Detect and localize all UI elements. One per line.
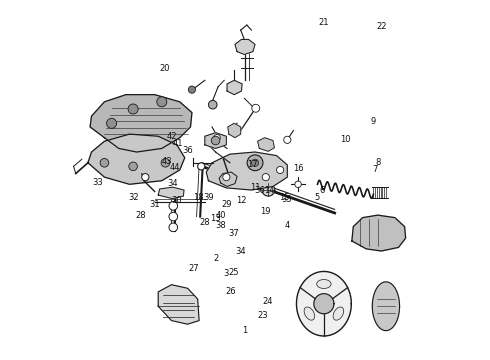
Polygon shape	[258, 138, 274, 151]
Circle shape	[252, 104, 260, 112]
Text: 24: 24	[262, 297, 272, 306]
Circle shape	[247, 155, 263, 171]
Text: 10: 10	[340, 135, 351, 144]
Text: 37: 37	[228, 229, 239, 238]
Circle shape	[262, 174, 270, 181]
Text: 2: 2	[213, 254, 218, 263]
Circle shape	[100, 158, 109, 167]
Polygon shape	[90, 95, 192, 152]
Circle shape	[197, 163, 205, 170]
Text: 8: 8	[376, 158, 381, 167]
Polygon shape	[227, 80, 242, 95]
Text: 21: 21	[318, 18, 329, 27]
Text: 13: 13	[210, 214, 221, 223]
Text: 5: 5	[314, 193, 319, 202]
Circle shape	[295, 181, 301, 188]
Text: 39: 39	[203, 193, 214, 202]
Polygon shape	[228, 123, 241, 138]
Text: 25: 25	[228, 268, 239, 277]
Text: 18: 18	[193, 193, 204, 202]
Circle shape	[214, 134, 220, 141]
Circle shape	[223, 174, 230, 181]
Text: 42: 42	[166, 132, 177, 141]
Text: 29: 29	[222, 200, 232, 209]
Text: 26: 26	[225, 287, 236, 296]
Text: 32: 32	[128, 193, 139, 202]
Polygon shape	[235, 40, 255, 54]
Text: 4: 4	[285, 221, 290, 230]
Circle shape	[211, 136, 220, 145]
Text: 36: 36	[182, 146, 193, 155]
Polygon shape	[205, 133, 226, 148]
Text: 17: 17	[247, 161, 257, 170]
Text: 15: 15	[279, 193, 290, 202]
Text: 31: 31	[149, 200, 160, 209]
Polygon shape	[352, 215, 406, 251]
Text: 20: 20	[159, 64, 170, 73]
Circle shape	[169, 202, 177, 210]
Text: 19: 19	[261, 207, 271, 216]
Text: 7: 7	[372, 166, 377, 175]
Text: 3: 3	[223, 269, 229, 278]
Text: 1: 1	[242, 326, 247, 335]
Circle shape	[128, 104, 138, 114]
Polygon shape	[372, 282, 399, 330]
Circle shape	[142, 174, 149, 181]
Text: 28: 28	[135, 211, 146, 220]
Text: 12: 12	[236, 196, 246, 205]
Ellipse shape	[333, 307, 343, 320]
Polygon shape	[219, 172, 237, 186]
Polygon shape	[314, 294, 334, 314]
Text: 38: 38	[215, 221, 226, 230]
Circle shape	[284, 136, 291, 143]
Ellipse shape	[304, 307, 315, 320]
Text: 6: 6	[319, 185, 325, 194]
Circle shape	[188, 86, 196, 93]
Text: 27: 27	[189, 265, 199, 274]
Circle shape	[157, 97, 167, 107]
Circle shape	[262, 183, 275, 196]
Circle shape	[129, 162, 137, 171]
Text: 16: 16	[294, 164, 304, 173]
Circle shape	[161, 158, 170, 167]
Circle shape	[276, 166, 284, 174]
Polygon shape	[158, 285, 199, 324]
Polygon shape	[158, 187, 184, 199]
Text: 35: 35	[281, 195, 292, 204]
Circle shape	[107, 118, 117, 129]
Circle shape	[169, 212, 177, 221]
Text: 30: 30	[172, 196, 182, 205]
Text: 40: 40	[216, 211, 226, 220]
Text: 34: 34	[167, 179, 178, 188]
Text: 22: 22	[377, 22, 387, 31]
Polygon shape	[206, 152, 287, 190]
Text: 43: 43	[162, 157, 172, 166]
Circle shape	[169, 223, 177, 231]
Ellipse shape	[317, 279, 331, 288]
Text: 11: 11	[250, 183, 260, 192]
Text: 23: 23	[257, 311, 268, 320]
Text: 33: 33	[92, 178, 102, 187]
Circle shape	[208, 100, 217, 109]
Text: 44: 44	[170, 163, 180, 172]
Text: 34: 34	[235, 247, 246, 256]
Text: 14: 14	[264, 186, 274, 195]
Text: 28: 28	[199, 218, 210, 227]
Text: 36: 36	[255, 185, 266, 194]
Circle shape	[251, 159, 259, 166]
Polygon shape	[88, 134, 185, 184]
Polygon shape	[296, 271, 351, 336]
Text: 41: 41	[172, 139, 183, 148]
Text: 9: 9	[371, 117, 376, 126]
